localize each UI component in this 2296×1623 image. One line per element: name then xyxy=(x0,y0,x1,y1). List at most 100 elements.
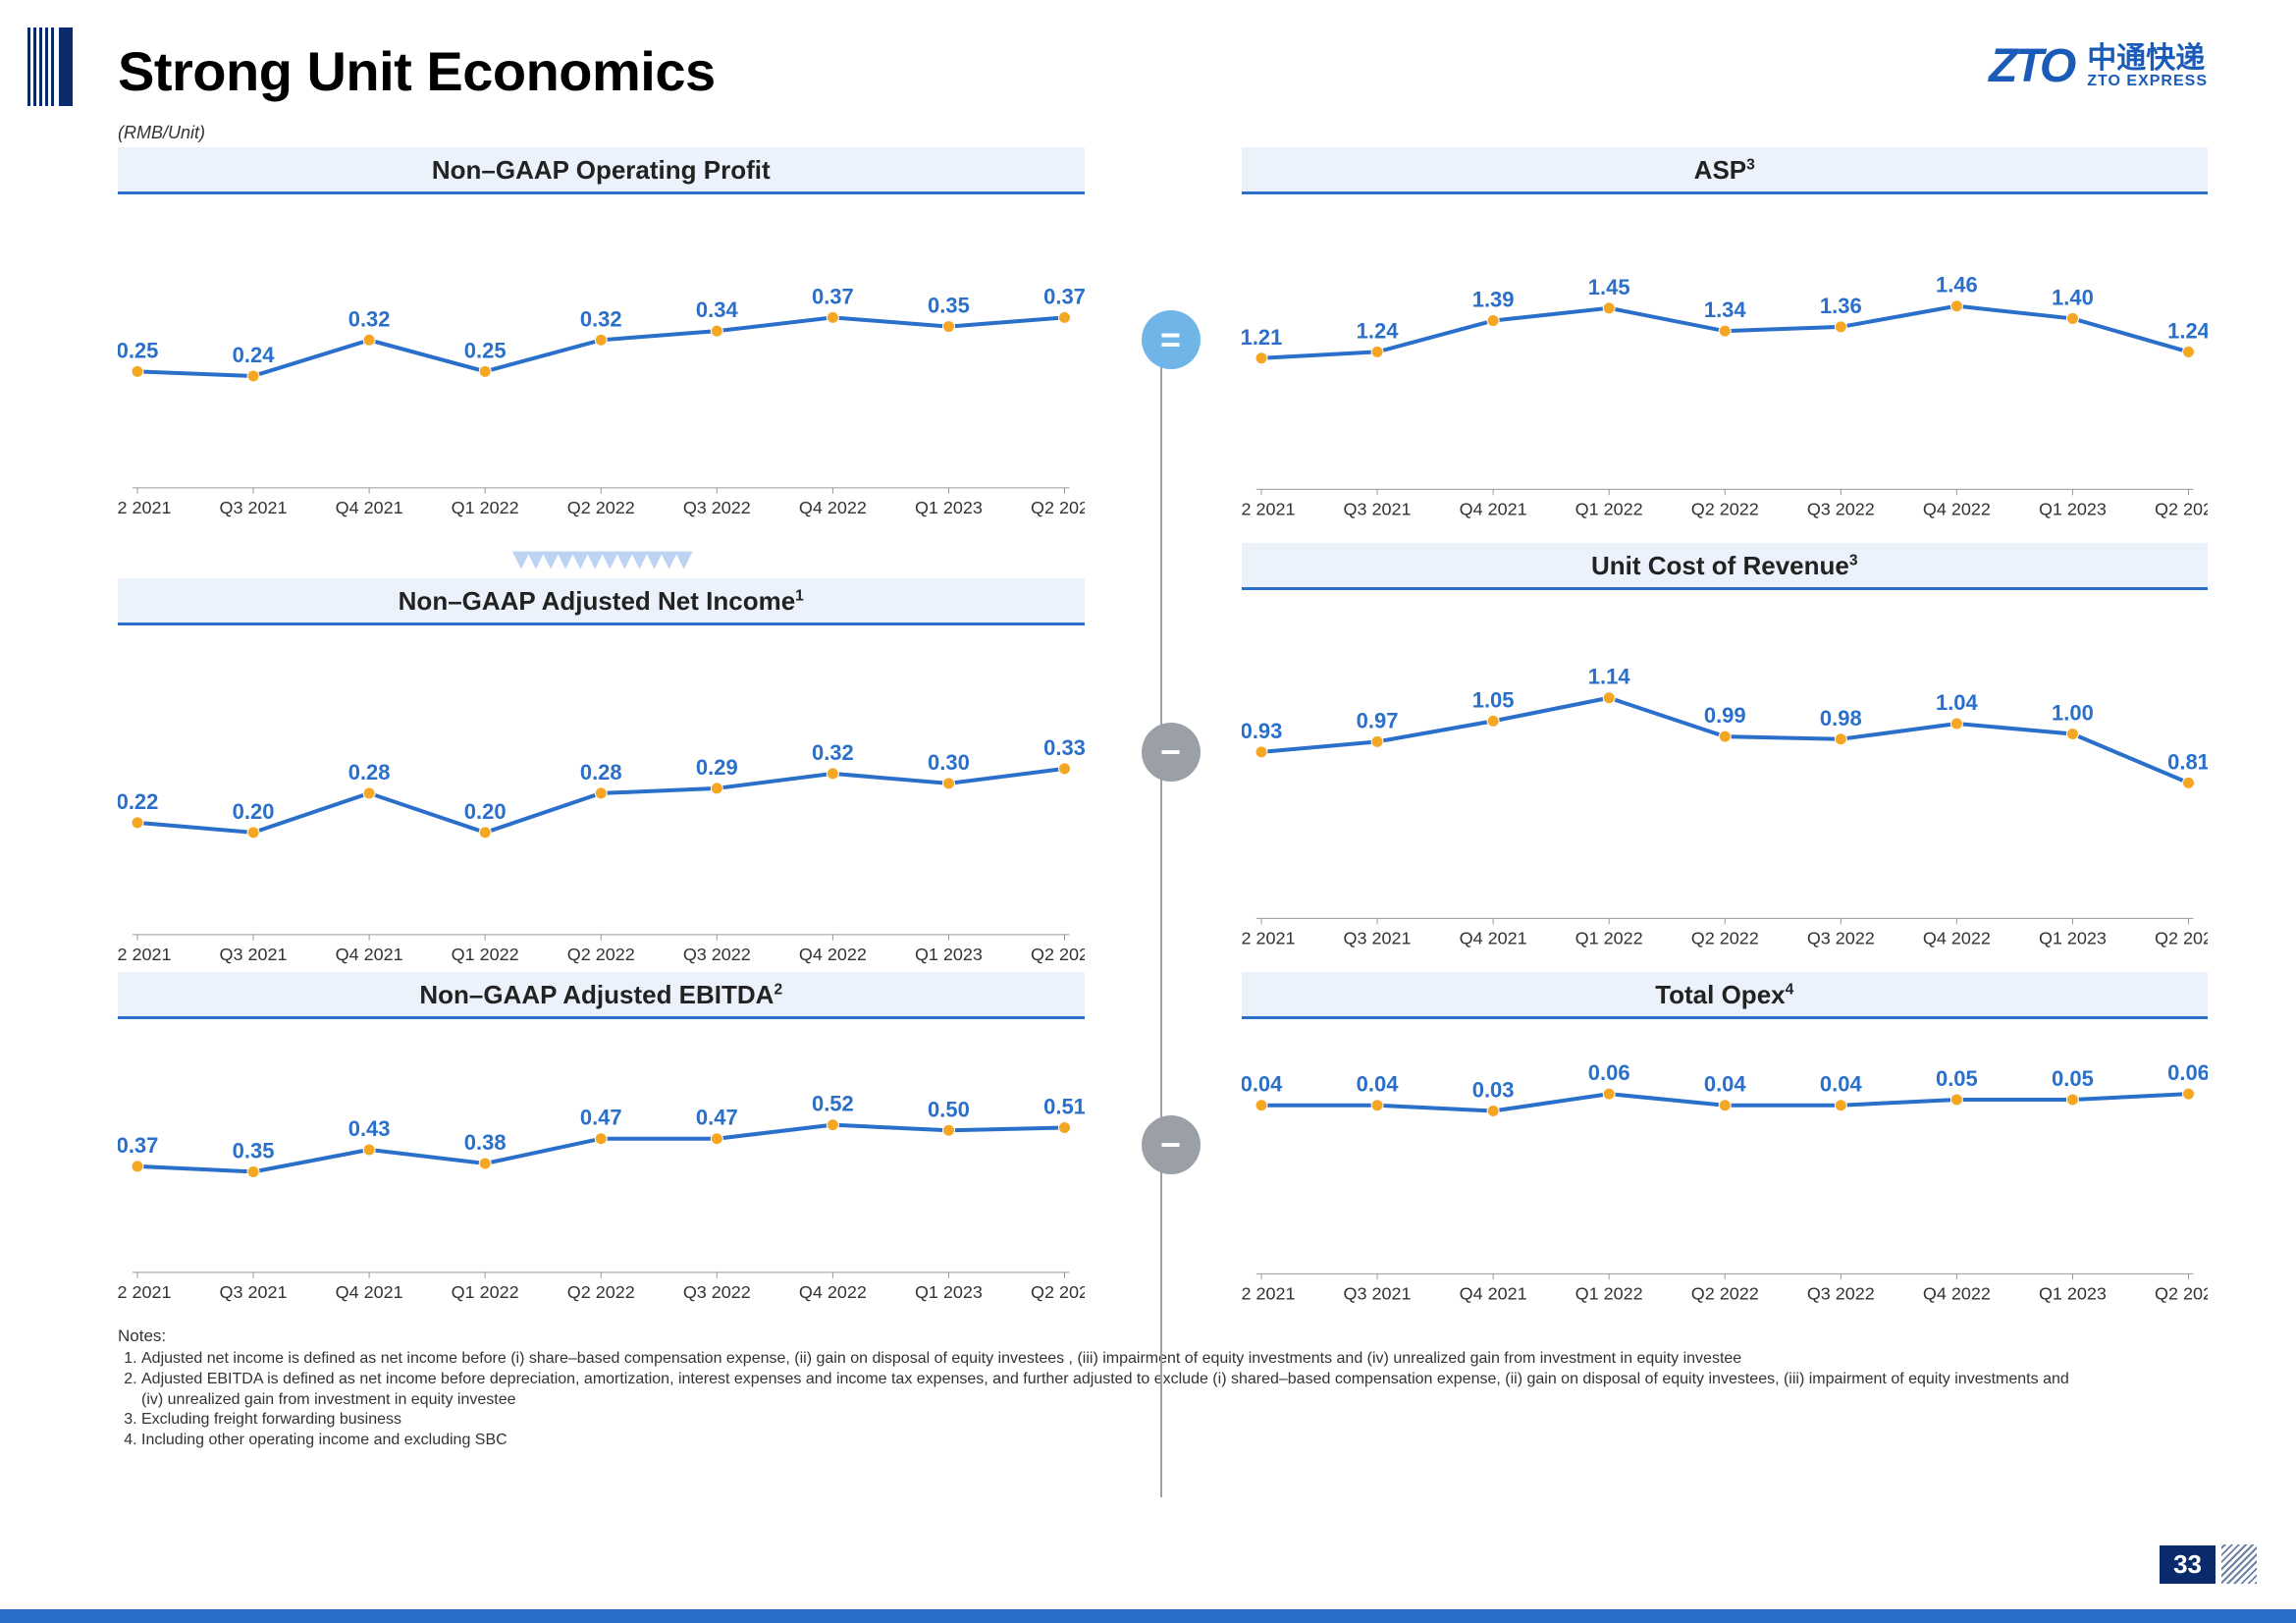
svg-text:Q1 2023: Q1 2023 xyxy=(915,1281,983,1301)
connector-col-3: − xyxy=(1085,972,1242,1318)
svg-text:0.04: 0.04 xyxy=(1819,1071,1862,1096)
svg-text:0.20: 0.20 xyxy=(464,799,507,824)
svg-text:Q4 2022: Q4 2022 xyxy=(799,945,867,964)
svg-text:0.28: 0.28 xyxy=(580,760,622,784)
svg-text:Q4 2021: Q4 2021 xyxy=(336,498,403,517)
notes-section: Notes: Adjusted net income is defined as… xyxy=(118,1325,2081,1451)
chart-adj-ni: Q2 2021Q3 2021Q4 2021Q1 2022Q2 2022Q3 20… xyxy=(118,625,1085,996)
svg-text:0.32: 0.32 xyxy=(812,740,854,765)
svg-text:Q3 2021: Q3 2021 xyxy=(1343,1283,1411,1303)
down-arrow-decoration: ▾▾▾▾▾▾▾▾▾▾▾▾ xyxy=(118,537,1085,578)
svg-text:Q2 2023: Q2 2023 xyxy=(1031,498,1084,517)
svg-text:0.28: 0.28 xyxy=(348,760,391,784)
svg-text:0.51: 0.51 xyxy=(1043,1094,1084,1118)
svg-text:Q4 2022: Q4 2022 xyxy=(799,498,867,517)
svg-text:Q3 2021: Q3 2021 xyxy=(220,1281,288,1301)
svg-text:Q3 2022: Q3 2022 xyxy=(683,945,751,964)
notes-list: Adjusted net income is defined as net in… xyxy=(141,1349,2081,1451)
svg-text:Q2 2022: Q2 2022 xyxy=(1690,499,1758,518)
svg-text:0.98: 0.98 xyxy=(1819,706,1861,730)
panel-title: Non–GAAP Adjusted Net Income1 xyxy=(118,578,1085,625)
footer-bar xyxy=(0,1609,2296,1623)
svg-text:0.52: 0.52 xyxy=(812,1091,854,1115)
svg-text:Q4 2021: Q4 2021 xyxy=(336,945,403,964)
charts-grid: Non–GAAP Operating Profit Q2 2021 Q3 2021… xyxy=(118,147,2208,1306)
svg-text:Q1 2022: Q1 2022 xyxy=(1575,928,1642,947)
panel-unit-cost: Unit Cost of Revenue3 Q2 2021Q3 2021Q4 2… xyxy=(1242,543,2209,962)
svg-text:0.37: 0.37 xyxy=(812,284,854,308)
svg-text:1.34: 1.34 xyxy=(1703,298,1746,322)
title-row: Strong Unit Economics ZTO 中通快递 ZTO EXPRE… xyxy=(118,39,2208,103)
panel-opex: Total Opex4 Q2 2021Q3 2021Q4 2021Q1 2022… xyxy=(1242,972,2209,1318)
chart-adj-ebitda: Q2 2021Q3 2021Q4 2021Q1 2022Q2 2022Q3 20… xyxy=(118,1019,1085,1316)
note-item: Adjusted net income is defined as net in… xyxy=(141,1349,2081,1370)
connector-col-2: − xyxy=(1085,543,1242,962)
svg-text:Q2 2022: Q2 2022 xyxy=(1690,928,1758,947)
svg-text:Q3 2022: Q3 2022 xyxy=(1806,1283,1874,1303)
chart-op-profit: Q2 2021Q3 2021Q4 2021Q1 2022Q2 2022Q3 20… xyxy=(118,194,1085,531)
company-logo: ZTO 中通快递 ZTO EXPRESS xyxy=(1989,39,2208,93)
svg-text:0.50: 0.50 xyxy=(928,1097,970,1121)
svg-text:0.29: 0.29 xyxy=(696,755,738,780)
page-title: Strong Unit Economics xyxy=(118,39,716,103)
svg-text:0.04: 0.04 xyxy=(1703,1071,1746,1096)
svg-text:Q2 2022: Q2 2022 xyxy=(567,945,635,964)
svg-text:Q4 2022: Q4 2022 xyxy=(1922,928,1990,947)
svg-text:0.47: 0.47 xyxy=(696,1105,738,1129)
svg-text:Q2 2021: Q2 2021 xyxy=(118,1281,171,1301)
logo-mark: ZTO xyxy=(1989,39,2073,93)
subtitle-unit: (RMB/Unit) xyxy=(118,123,2208,143)
svg-text:0.22: 0.22 xyxy=(118,789,158,814)
operator-minus: − xyxy=(1142,723,1201,782)
svg-text:Q2 2023: Q2 2023 xyxy=(2155,928,2208,947)
svg-text:Q2 2021: Q2 2021 xyxy=(118,498,171,517)
chart-opex: Q2 2021Q3 2021Q4 2021Q1 2022Q2 2022Q3 20… xyxy=(1242,1019,2209,1316)
svg-text:0.06: 0.06 xyxy=(2167,1060,2208,1085)
svg-text:Q3 2021: Q3 2021 xyxy=(1343,499,1411,518)
svg-text:1.24: 1.24 xyxy=(2167,318,2208,343)
svg-text:Q2 2022: Q2 2022 xyxy=(1690,1283,1758,1303)
svg-text:0.37: 0.37 xyxy=(1043,284,1084,308)
note-item: Adjusted EBITDA is defined as net income… xyxy=(141,1370,2081,1411)
slide-page: Strong Unit Economics ZTO 中通快递 ZTO EXPRE… xyxy=(0,0,2296,1623)
svg-text:0.34: 0.34 xyxy=(696,298,739,322)
svg-text:1.45: 1.45 xyxy=(1587,275,1629,299)
panel-title: Total Opex4 xyxy=(1242,972,2209,1019)
svg-text:0.33: 0.33 xyxy=(1043,735,1084,760)
svg-text:Q2 2023: Q2 2023 xyxy=(1031,945,1084,964)
svg-text:Q4 2022: Q4 2022 xyxy=(1922,499,1990,518)
page-number: 33 xyxy=(2160,1545,2216,1584)
note-item: Excluding freight forwarding business xyxy=(141,1410,2081,1431)
svg-text:Q3 2021: Q3 2021 xyxy=(220,498,288,517)
page-number-wrap: 33 xyxy=(2160,1544,2257,1584)
svg-text:0.06: 0.06 xyxy=(1587,1060,1629,1085)
panel-title: Non–GAAP Operating Profit xyxy=(118,147,1085,194)
svg-text:0.05: 0.05 xyxy=(2052,1066,2094,1091)
panel-adj-ni: ▾▾▾▾▾▾▾▾▾▾▾▾ Non–GAAP Adjusted Net Incom… xyxy=(118,543,1085,962)
svg-text:Q2 2022: Q2 2022 xyxy=(567,1281,635,1301)
svg-text:0.32: 0.32 xyxy=(580,306,622,331)
svg-text:1.04: 1.04 xyxy=(1935,690,1978,715)
svg-text:Q1 2023: Q1 2023 xyxy=(2038,928,2106,947)
svg-text:0.25: 0.25 xyxy=(118,338,158,362)
svg-text:0.32: 0.32 xyxy=(348,306,391,331)
svg-text:Q3 2022: Q3 2022 xyxy=(1806,928,1874,947)
left-bar-decoration xyxy=(59,27,73,106)
logo-cn: 中通快递 xyxy=(2087,44,2208,74)
svg-text:Q2 2023: Q2 2023 xyxy=(1031,1281,1084,1301)
logo-en: ZTO EXPRESS xyxy=(2087,74,2208,89)
svg-text:1.36: 1.36 xyxy=(1819,294,1861,318)
svg-text:Q1 2022: Q1 2022 xyxy=(1575,1283,1642,1303)
svg-text:Q2 2023: Q2 2023 xyxy=(2155,1283,2208,1303)
svg-text:Q3 2021: Q3 2021 xyxy=(1343,928,1411,947)
note-item: Including other operating income and exc… xyxy=(141,1431,2081,1451)
svg-text:Q2 2021: Q2 2021 xyxy=(1242,499,1295,518)
svg-text:0.05: 0.05 xyxy=(1935,1066,1977,1091)
svg-text:Q3 2021: Q3 2021 xyxy=(220,945,288,964)
svg-text:1.24: 1.24 xyxy=(1356,318,1399,343)
panel-title: ASP3 xyxy=(1242,147,2209,194)
panel-title: Non–GAAP Adjusted EBITDA2 xyxy=(118,972,1085,1019)
svg-text:Q2 2021: Q2 2021 xyxy=(1242,1283,1295,1303)
svg-text:Q2 2023: Q2 2023 xyxy=(2155,499,2208,518)
svg-text:0.04: 0.04 xyxy=(1356,1071,1399,1096)
